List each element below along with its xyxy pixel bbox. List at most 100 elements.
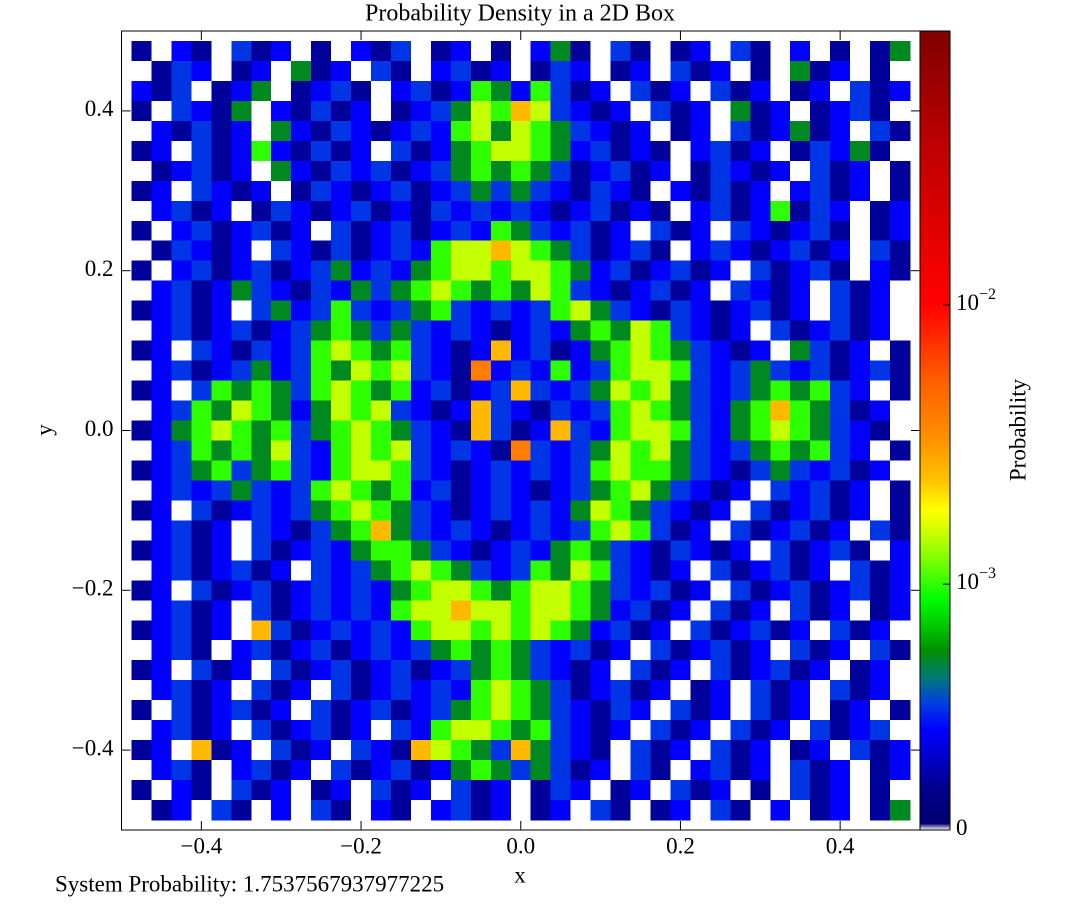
y-tick-label: −0.2 — [72, 576, 114, 601]
heatmap-cell — [151, 40, 172, 62]
heatmap-cell — [830, 80, 851, 102]
heatmap-cell — [530, 580, 552, 601]
heatmap-cell — [331, 440, 352, 461]
heatmap-cell — [570, 40, 592, 62]
heatmap-cell — [690, 360, 711, 382]
heatmap-cell — [670, 720, 691, 741]
heatmap-cell — [590, 560, 612, 581]
heatmap-cell — [470, 520, 492, 541]
heatmap-cell — [630, 60, 652, 82]
heatmap-cell — [371, 760, 392, 781]
heatmap-cell — [390, 460, 412, 481]
heatmap-cell — [830, 540, 851, 561]
heatmap-cell — [371, 260, 392, 282]
heatmap-cell — [790, 100, 811, 122]
heatmap-cell — [490, 740, 512, 761]
heatmap-cell — [470, 600, 492, 621]
heatmap-cell — [371, 420, 392, 441]
heatmap-cell — [870, 780, 891, 801]
heatmap-cell — [331, 600, 352, 621]
heatmap-cell — [690, 40, 711, 62]
heatmap-cell — [410, 460, 432, 481]
heatmap-cell — [430, 420, 452, 441]
heatmap-cell — [770, 800, 791, 821]
heatmap-cell — [351, 620, 372, 641]
heatmap-cell — [351, 720, 372, 741]
heatmap-cell — [610, 540, 632, 561]
heatmap-cell — [131, 480, 152, 501]
heatmap-cell — [331, 160, 352, 182]
heatmap-cell — [490, 760, 512, 781]
heatmap-cell — [870, 100, 891, 122]
heatmap-cell — [570, 260, 592, 282]
heatmap-cell — [870, 60, 891, 82]
heatmap-cell — [890, 700, 911, 721]
heatmap-cell — [450, 300, 472, 322]
heatmap-cell — [390, 420, 412, 441]
heatmap-cell — [131, 260, 152, 282]
heatmap-cell — [271, 200, 292, 222]
heatmap-cell — [550, 660, 572, 681]
heatmap-cell — [171, 740, 192, 761]
heatmap-cell — [151, 780, 172, 801]
heatmap-cell — [530, 640, 552, 661]
heatmap-cell — [410, 420, 432, 441]
heatmap-cell — [590, 800, 612, 821]
heatmap-cell — [510, 60, 532, 82]
heatmap-cell — [830, 60, 851, 82]
heatmap-cell — [630, 240, 652, 262]
heatmap-cell — [810, 340, 831, 362]
heatmap-cell — [490, 160, 512, 182]
heatmap-cell — [351, 300, 372, 322]
heatmap-cell — [410, 720, 432, 741]
heatmap-cell — [291, 480, 312, 501]
heatmap-cell — [231, 40, 252, 62]
heatmap-cell — [151, 500, 172, 521]
heatmap-cell — [251, 360, 272, 382]
heatmap-cell — [590, 780, 612, 801]
heatmap-cell — [390, 160, 412, 182]
heatmap-cell — [151, 400, 172, 422]
heatmap-cell — [251, 60, 272, 82]
heatmap-cell — [271, 460, 292, 481]
heatmap-cell — [351, 380, 372, 402]
heatmap-cell — [890, 280, 911, 302]
heatmap-cell — [730, 220, 751, 242]
heatmap-cell — [131, 720, 152, 741]
heatmap-cell — [390, 340, 412, 362]
heatmap-cell — [351, 220, 372, 242]
heatmap-cell — [390, 640, 412, 661]
heatmap-cell — [311, 360, 332, 382]
heatmap-cell — [690, 80, 711, 102]
heatmap-cell — [710, 240, 731, 262]
heatmap-cell — [450, 700, 472, 721]
heatmap-cell — [630, 340, 652, 362]
heatmap-cell — [490, 680, 512, 701]
heatmap-cell — [410, 340, 432, 362]
heatmap-cell — [470, 480, 492, 501]
heatmap-cell — [810, 500, 831, 521]
heatmap-cell — [710, 400, 731, 422]
heatmap-cell — [610, 200, 632, 222]
heatmap-cell — [450, 620, 472, 641]
heatmap-cell — [890, 540, 911, 561]
heatmap-cell — [151, 160, 172, 182]
heatmap-cell — [131, 140, 152, 162]
heatmap-cell — [750, 40, 771, 62]
annotation: System Probability: 1.7537567937977225 — [55, 871, 444, 896]
heatmap-cell — [510, 380, 532, 402]
heatmap-cell — [630, 800, 652, 821]
heatmap-cell — [630, 100, 652, 122]
heatmap-cell — [410, 480, 432, 501]
heatmap-cell — [231, 540, 252, 561]
heatmap-cell — [390, 620, 412, 641]
heatmap-cell — [690, 740, 711, 761]
heatmap-cell — [311, 120, 332, 142]
heatmap-cell — [710, 520, 731, 541]
heatmap-cell — [550, 200, 572, 222]
heatmap-cell — [151, 280, 172, 302]
heatmap-cell — [750, 780, 771, 801]
heatmap-cell — [830, 320, 851, 342]
heatmap-cell — [191, 400, 212, 422]
heatmap-cell — [470, 360, 492, 382]
